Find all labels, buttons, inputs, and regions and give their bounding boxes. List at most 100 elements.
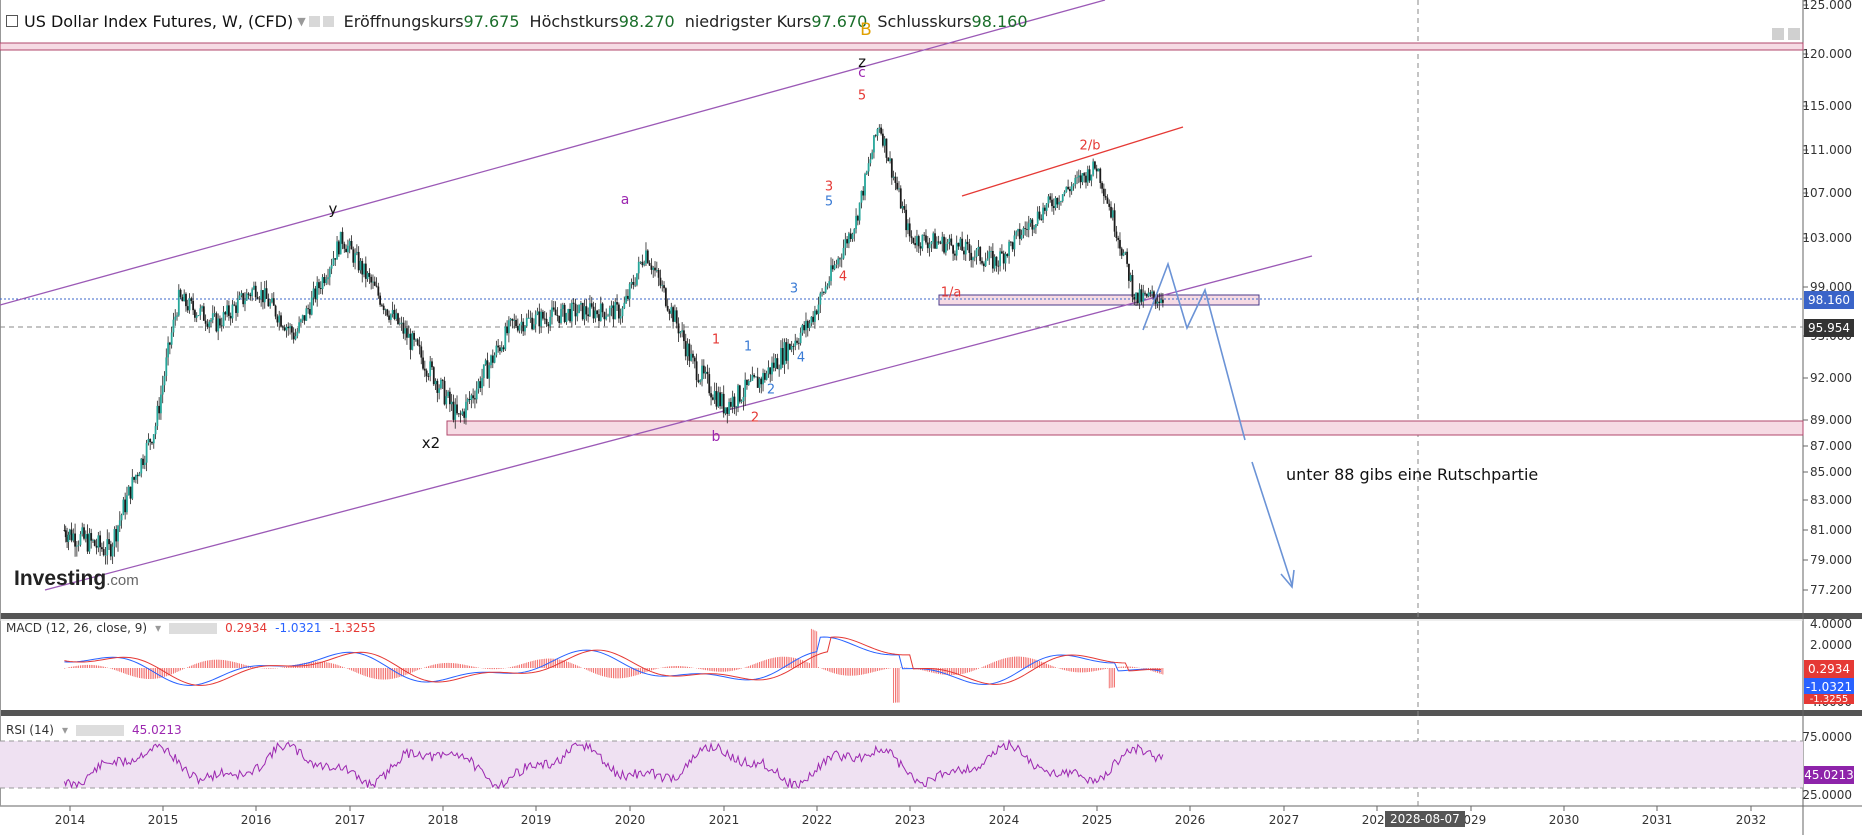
candle-body — [869, 159, 872, 164]
rsi-label[interactable]: RSI (14) — [6, 723, 54, 737]
candle-body — [477, 381, 480, 390]
candle-body — [1036, 211, 1039, 225]
candle-body — [445, 396, 448, 405]
candle-body — [1094, 161, 1096, 169]
candle-body — [316, 282, 319, 300]
candle-body — [513, 319, 516, 321]
time-tick-label: 2015 — [148, 813, 179, 827]
candle-body — [151, 442, 153, 444]
candle-body — [127, 486, 130, 496]
candle-body — [318, 282, 320, 289]
candle-body — [977, 246, 980, 250]
collapse-icon[interactable] — [6, 15, 18, 27]
candle-body — [493, 355, 496, 363]
indicator-controls-icon[interactable] — [75, 724, 124, 736]
candle-body — [614, 302, 617, 320]
maximize-icon[interactable] — [1788, 28, 1800, 40]
chevron-down-icon[interactable]: ▾ — [61, 723, 68, 737]
candle-body — [932, 233, 935, 242]
candle-body — [283, 327, 286, 331]
candle-body — [118, 520, 121, 526]
candle-body — [769, 367, 772, 375]
candle-body — [300, 319, 302, 323]
candle-body — [990, 250, 992, 252]
candle-body — [373, 281, 376, 286]
candle-body — [1135, 292, 1137, 300]
candle-body — [245, 293, 248, 301]
candle-body — [760, 378, 763, 385]
candle-body — [465, 401, 467, 418]
candle-body — [79, 534, 82, 545]
candle-body — [379, 295, 382, 305]
candle-body — [194, 310, 196, 318]
hide-icon[interactable] — [322, 15, 334, 27]
candle-body — [256, 297, 259, 299]
candle-body — [814, 310, 816, 322]
candle-body — [122, 499, 125, 515]
candle-body — [330, 265, 333, 269]
chevron-down-icon[interactable]: ▼ — [297, 14, 306, 28]
candle-body — [136, 475, 139, 477]
candle-body — [156, 405, 159, 427]
candle-body — [413, 333, 415, 340]
indicator-controls-icon[interactable] — [169, 622, 218, 634]
candle-body — [101, 547, 103, 550]
symbol-title[interactable]: US Dollar Index Futures, W, (CFD) — [24, 11, 294, 31]
candle-body — [561, 304, 564, 309]
candle-body — [907, 223, 909, 231]
candle-body — [192, 300, 195, 311]
candle-body — [1031, 219, 1034, 230]
candle-body — [509, 318, 512, 321]
settings-icon[interactable] — [308, 15, 320, 27]
expand-icon[interactable] — [1772, 28, 1784, 40]
macd-label[interactable]: MACD (12, 26, close, 9) — [6, 621, 148, 635]
candle-body — [238, 295, 241, 300]
candle-body — [1002, 253, 1005, 264]
candle-body — [894, 176, 897, 183]
candle-body — [1074, 177, 1077, 185]
candle-body — [917, 236, 920, 247]
candle-body — [840, 258, 843, 260]
candle-body — [742, 396, 745, 402]
candle-body — [946, 242, 949, 245]
candle-body — [511, 318, 514, 321]
time-tick-label: 2017 — [335, 813, 366, 827]
candle-body — [578, 304, 580, 313]
candle-body — [226, 305, 228, 315]
candle-body — [224, 312, 227, 315]
candle-body — [833, 265, 836, 270]
candle-body — [357, 251, 360, 271]
candle-body — [495, 345, 498, 356]
candle-body — [1120, 248, 1123, 256]
candle-body — [695, 361, 698, 381]
candle-body — [668, 310, 671, 314]
candle-body — [963, 250, 965, 255]
candle-body — [280, 315, 282, 327]
price-tick-label: 120.000 — [1802, 47, 1852, 61]
candle-body — [731, 396, 734, 407]
candle-body — [632, 281, 635, 286]
candle-body — [160, 394, 162, 414]
candle-body — [999, 251, 1001, 266]
candle-body — [708, 374, 711, 394]
candle-body — [1072, 184, 1075, 187]
candle-body — [475, 389, 478, 400]
wave-label-c: c — [858, 65, 866, 81]
candle-body — [785, 342, 788, 361]
candle-body — [655, 269, 658, 271]
candle-body — [817, 304, 820, 315]
candle-body — [587, 314, 590, 317]
candle-body — [1156, 301, 1159, 304]
time-tick-label: 2020 — [615, 813, 646, 827]
wave-label-y: y — [328, 200, 338, 218]
candle-body — [204, 320, 207, 324]
candle-body — [290, 326, 293, 333]
candle-body — [479, 381, 482, 389]
candle-body — [531, 317, 534, 330]
price-tick-label: 125.000 — [1802, 0, 1852, 12]
candle-body — [740, 401, 743, 402]
candle-body — [815, 310, 818, 315]
chevron-down-icon[interactable]: ▾ — [155, 621, 162, 635]
